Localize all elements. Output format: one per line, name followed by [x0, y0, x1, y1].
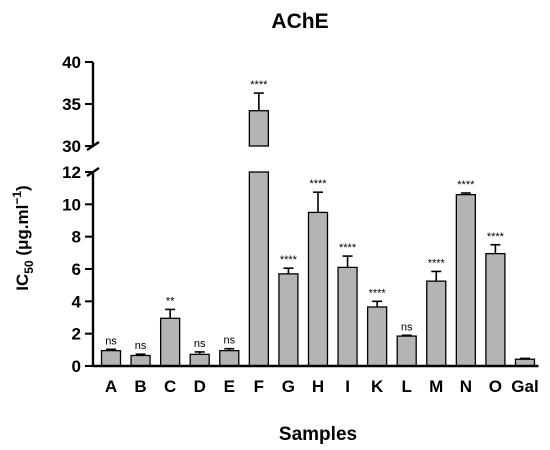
bars: ns Ans B ** Cns Dns E **** F **** G **** H **** I **** K… — [100, 79, 539, 396]
bar — [189, 353, 210, 367]
x-tick-label: G — [282, 377, 295, 396]
x-tick-label: K — [371, 377, 384, 396]
bar-group: **** K — [366, 287, 388, 396]
y-tick-label: 40 — [62, 53, 81, 72]
significance-label: **** — [369, 287, 387, 299]
x-tick-label: H — [312, 377, 324, 396]
bar-group: **** H — [307, 178, 329, 396]
bar-group: ns D — [189, 338, 210, 396]
y-label-superscript: −1 — [10, 191, 24, 205]
significance-label: ns — [135, 340, 147, 352]
significance-label: **** — [250, 79, 268, 91]
bar-group: **** N — [455, 179, 476, 396]
bar — [130, 354, 151, 367]
bar-group: ** C — [159, 295, 181, 396]
significance-label: **** — [428, 257, 446, 269]
x-tick-label: C — [164, 377, 176, 396]
significance-label: ns — [105, 335, 117, 347]
bar — [278, 273, 299, 367]
axis-break-mark — [86, 167, 100, 177]
significance-label: **** — [457, 179, 475, 191]
y-tick-label: 4 — [72, 292, 82, 311]
significance-label: ns — [401, 321, 413, 333]
chart-title: AChE — [271, 10, 328, 33]
significance-label: **** — [309, 178, 327, 190]
bar-group: **** I — [337, 242, 358, 396]
y-tick-label: 0 — [72, 357, 81, 376]
bar-group: ns L — [396, 321, 417, 396]
x-tick-label: E — [224, 377, 235, 396]
bar-group: **** O — [485, 231, 506, 396]
y-tick-label: 30 — [62, 137, 81, 156]
bar — [337, 266, 358, 367]
x-tick-label: N — [460, 377, 472, 396]
x-tick-label: B — [134, 377, 146, 396]
x-tick-label: F — [254, 377, 264, 396]
bar — [366, 306, 388, 367]
bar — [159, 317, 181, 367]
significance-label: **** — [339, 242, 357, 254]
y-axis-label: IC50 (μg.ml−1) — [10, 185, 36, 290]
bar — [485, 252, 506, 367]
x-tick-label: L — [402, 377, 412, 396]
bar — [455, 193, 476, 367]
axis-break-mark — [86, 141, 100, 151]
bar-group: **** M — [426, 257, 447, 396]
x-tick-label: A — [105, 377, 117, 396]
x-tick-label: O — [489, 377, 502, 396]
axes — [86, 62, 539, 368]
significance-label: ns — [194, 338, 206, 350]
bar — [396, 335, 417, 367]
bar — [219, 349, 240, 367]
significance-label: **** — [487, 231, 505, 243]
x-tick-label: Gal — [511, 377, 538, 396]
bar-group: **** F — [248, 79, 270, 396]
y-tick-label: 2 — [72, 325, 81, 344]
y-tick-label: 35 — [62, 95, 81, 114]
x-tick-label: I — [345, 377, 350, 396]
y-axis: 0 2 4 6 8 10 12 30 35 40 — [62, 53, 93, 376]
bar — [100, 349, 122, 367]
bar-group: ns B — [130, 340, 151, 396]
x-tick-label: D — [194, 377, 206, 396]
bar — [307, 211, 329, 367]
bar-group: Gal — [511, 357, 539, 396]
bar-group: **** G — [278, 254, 299, 396]
y-tick-label: 8 — [72, 228, 81, 247]
bar — [426, 280, 447, 367]
y-label-units-close: ) — [13, 185, 32, 191]
x-tick-label: M — [429, 377, 443, 396]
significance-label: **** — [280, 254, 298, 266]
significance-label: ** — [166, 295, 175, 307]
y-label-main: IC — [13, 274, 32, 291]
y-label-subscript: 50 — [22, 260, 36, 274]
y-label-units: (μg.ml — [13, 205, 32, 261]
significance-label: ns — [223, 335, 235, 347]
y-tick-label: 12 — [62, 163, 81, 182]
x-axis-label: Samples — [279, 424, 357, 445]
bar — [248, 171, 270, 367]
bar-upper-segment — [248, 110, 270, 147]
y-tick-label: 10 — [62, 195, 81, 214]
y-tick-label: 6 — [72, 260, 81, 279]
